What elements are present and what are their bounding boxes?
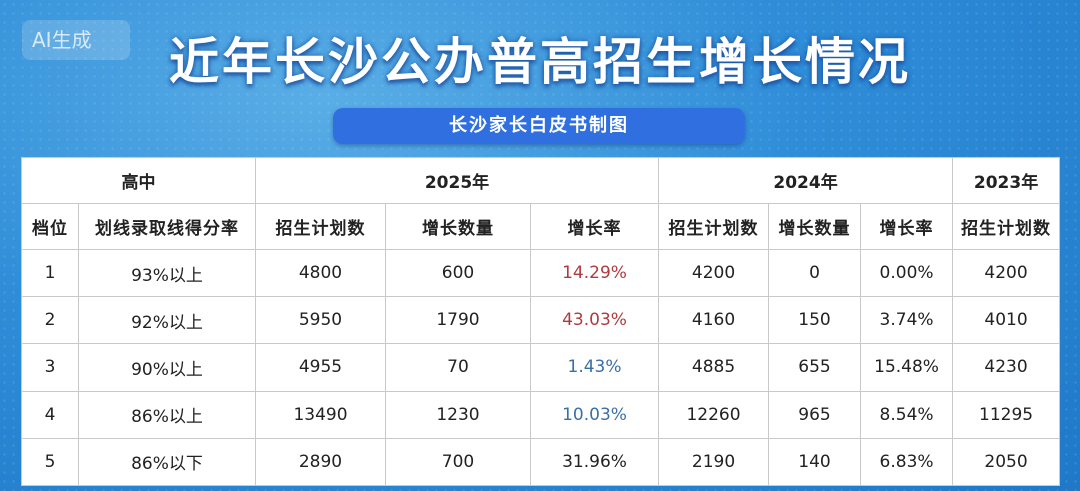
col-score-rate: 划线录取线得分率 bbox=[78, 203, 256, 250]
header-2023: 2023年 bbox=[952, 157, 1061, 204]
cell-score-rate: 90%以上 bbox=[78, 343, 256, 392]
cell-increase-2025: 600 bbox=[385, 248, 531, 298]
cell-plan-2023: 11295 bbox=[952, 390, 1061, 439]
cell-score-rate: 86%以上 bbox=[78, 390, 256, 439]
cell-plan-2024: 2190 bbox=[658, 437, 770, 487]
cell-increase-2024: 0 bbox=[768, 248, 862, 298]
table-row: 2 92%以上 5950 1790 43.03% 4160 150 3.74% … bbox=[21, 296, 1061, 345]
cell-plan-2023: 4200 bbox=[952, 248, 1061, 298]
column-header-row: 档位 划线录取线得分率 招生计划数 增长数量 增长率 招生计划数 增长数量 增长… bbox=[21, 203, 1061, 250]
table-row: 3 90%以上 4955 70 1.43% 4885 655 15.48% 42… bbox=[21, 343, 1061, 392]
cell-increase-2024: 140 bbox=[768, 437, 862, 487]
cell-increase-2025: 700 bbox=[385, 437, 531, 487]
col-plan-2023: 招生计划数 bbox=[952, 203, 1061, 250]
cell-plan-2023: 2050 bbox=[952, 437, 1061, 487]
col-growth-2024: 增长率 bbox=[860, 203, 954, 250]
table-row: 1 93%以上 4800 600 14.29% 4200 0 0.00% 420… bbox=[21, 248, 1061, 298]
cell-plan-2024: 12260 bbox=[658, 390, 770, 439]
cell-plan-2024: 4885 bbox=[658, 343, 770, 392]
col-increase-2024: 增长数量 bbox=[768, 203, 862, 250]
cell-score-rate: 92%以上 bbox=[78, 296, 256, 345]
cell-tier: 2 bbox=[21, 296, 79, 345]
cell-increase-2025: 1230 bbox=[385, 390, 531, 439]
cell-growth-2024: 0.00% bbox=[860, 248, 954, 298]
cell-growth-2025: 43.03% bbox=[529, 296, 660, 345]
cell-tier: 4 bbox=[21, 390, 79, 439]
header-group-row: 高中 2025年 2024年 2023年 bbox=[21, 157, 1061, 204]
cell-increase-2024: 655 bbox=[768, 343, 862, 392]
cell-growth-2025: 10.03% bbox=[529, 390, 660, 439]
cell-plan-2023: 4010 bbox=[952, 296, 1061, 345]
cell-increase-2025: 70 bbox=[385, 343, 531, 392]
table-row: 5 86%以下 2890 700 31.96% 2190 140 6.83% 2… bbox=[21, 437, 1061, 487]
enrollment-table: 高中 2025年 2024年 2023年 档位 划线录取线得分率 招生计划数 增… bbox=[21, 157, 1061, 487]
col-growth-2025: 增长率 bbox=[529, 203, 660, 250]
cell-score-rate: 86%以下 bbox=[78, 437, 256, 487]
cell-growth-2024: 8.54% bbox=[860, 390, 954, 439]
cell-plan-2025: 4800 bbox=[255, 248, 386, 298]
cell-plan-2025: 4955 bbox=[255, 343, 386, 392]
cell-increase-2024: 965 bbox=[768, 390, 862, 439]
subtitle-banner: 长沙家长白皮书制图 bbox=[333, 108, 745, 144]
cell-growth-2025: 14.29% bbox=[529, 248, 660, 298]
col-plan-2025: 招生计划数 bbox=[255, 203, 386, 250]
col-plan-2024: 招生计划数 bbox=[658, 203, 770, 250]
cell-growth-2025: 1.43% bbox=[529, 343, 660, 392]
cell-increase-2024: 150 bbox=[768, 296, 862, 345]
cell-growth-2025: 31.96% bbox=[529, 437, 660, 487]
cell-growth-2024: 3.74% bbox=[860, 296, 954, 345]
cell-tier: 3 bbox=[21, 343, 79, 392]
header-2025: 2025年 bbox=[254, 157, 660, 204]
header-school: 高中 bbox=[21, 157, 256, 204]
cell-increase-2025: 1790 bbox=[385, 296, 531, 345]
ai-generated-badge: AI生成 bbox=[22, 20, 130, 60]
cell-plan-2024: 4200 bbox=[658, 248, 770, 298]
cell-growth-2024: 15.48% bbox=[860, 343, 954, 392]
page-title: 近年长沙公办普高招生增长情况 bbox=[169, 33, 911, 91]
col-tier: 档位 bbox=[21, 203, 79, 250]
table-row: 4 86%以上 13490 1230 10.03% 12260 965 8.54… bbox=[21, 390, 1061, 439]
cell-plan-2025: 2890 bbox=[255, 437, 386, 487]
header-2024: 2024年 bbox=[658, 157, 954, 204]
cell-plan-2024: 4160 bbox=[658, 296, 770, 345]
cell-score-rate: 93%以上 bbox=[78, 248, 256, 298]
cell-plan-2023: 4230 bbox=[952, 343, 1061, 392]
cell-growth-2024: 6.83% bbox=[860, 437, 954, 487]
col-increase-2025: 增长数量 bbox=[385, 203, 531, 250]
cell-plan-2025: 13490 bbox=[255, 390, 386, 439]
cell-plan-2025: 5950 bbox=[255, 296, 386, 345]
cell-tier: 1 bbox=[21, 248, 79, 298]
cell-tier: 5 bbox=[21, 437, 79, 487]
